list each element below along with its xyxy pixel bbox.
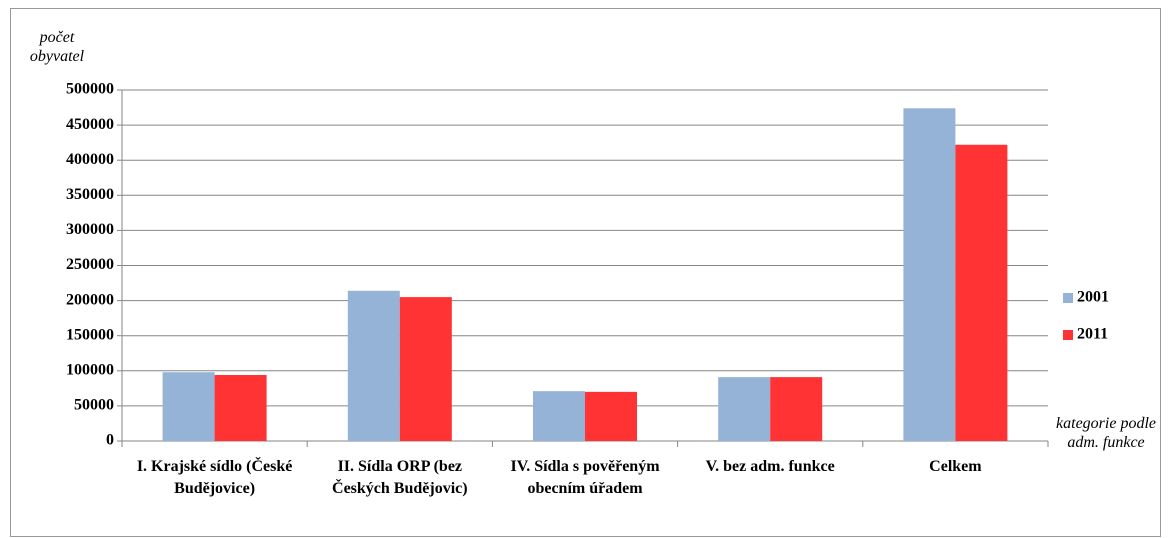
bar — [955, 144, 1008, 442]
y-tick-label: 500000 — [66, 81, 114, 98]
bar — [533, 391, 585, 441]
bar — [770, 377, 823, 441]
y-tick-label: 150000 — [66, 326, 114, 343]
bar — [347, 290, 400, 441]
x-tick-label: IV. Sídla s pověřeným obecním úřadem — [510, 458, 660, 497]
bar — [585, 391, 637, 441]
y-tick-label: 200000 — [66, 291, 114, 308]
bar — [214, 375, 267, 441]
bar — [718, 377, 771, 441]
x-tick-label: I. Krajské sídlo (České Budějovice) — [136, 458, 293, 497]
bar — [399, 297, 452, 441]
y-axis-title: počet obyvatel — [29, 29, 85, 65]
x-tick-label: II. Sídla ORP (bez Českých Budějovic) — [332, 458, 468, 497]
bar — [903, 108, 956, 441]
y-tick-label: 300000 — [66, 221, 114, 238]
legend-swatch — [1063, 330, 1073, 340]
bar — [162, 372, 215, 441]
x-axis-title: kategorie podle adm. funkce — [1056, 415, 1156, 451]
y-tick-label: 350000 — [66, 186, 114, 203]
y-tick-label: 450000 — [66, 116, 114, 133]
legend-label: 2011 — [1077, 326, 1108, 343]
y-tick-label: 250000 — [66, 256, 114, 273]
y-tick-label: 100000 — [66, 361, 114, 378]
y-tick-label: 0 — [106, 432, 114, 449]
x-tick-label: Celkem — [929, 458, 982, 475]
legend-label: 2001 — [1077, 289, 1109, 306]
x-tick-label: V. bez adm. funkce — [705, 458, 835, 475]
y-tick-label: 50000 — [74, 397, 114, 414]
y-tick-label: 400000 — [66, 151, 114, 168]
legend-swatch — [1063, 293, 1073, 303]
